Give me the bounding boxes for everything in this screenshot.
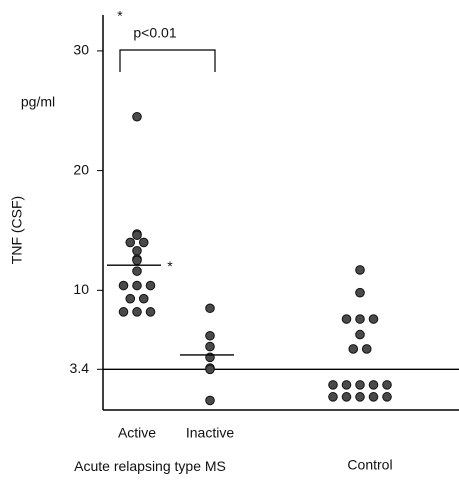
data-point — [205, 303, 215, 314]
x-tick-label: Inactive — [186, 425, 234, 441]
data-point — [205, 341, 215, 352]
data-point — [132, 246, 142, 256]
data-point — [132, 280, 142, 291]
data-point — [132, 111, 142, 122]
y-tick-label: 3.4 — [70, 360, 90, 376]
data-point — [348, 344, 359, 354]
data-point — [355, 287, 365, 298]
data-point — [138, 293, 149, 304]
data-point — [118, 307, 129, 317]
bracket — [119, 49, 216, 72]
data-point — [355, 392, 365, 402]
data-point — [368, 314, 379, 324]
data-point — [132, 230, 142, 241]
data-point — [205, 330, 215, 341]
data-point — [368, 392, 379, 402]
data-point — [341, 314, 352, 324]
group-caption: Acute relapsing type MS — [74, 458, 226, 474]
p-value: p<0.01 — [133, 25, 176, 41]
y-tick-label: 30 — [73, 42, 89, 58]
data-point — [355, 265, 365, 275]
data-point — [205, 395, 215, 406]
data-point — [382, 392, 392, 402]
data-point — [368, 380, 379, 390]
data-point — [341, 392, 352, 402]
data-point — [328, 392, 338, 402]
x-tick-label: Control — [347, 457, 392, 473]
y-tick-label: 10 — [73, 281, 89, 297]
data-point — [125, 237, 136, 248]
data-point — [355, 329, 365, 340]
y-unit: pg/ml — [21, 94, 55, 110]
y-axis-label: TNF (CSF) — [9, 196, 25, 264]
data-point — [125, 293, 136, 304]
data-point — [132, 266, 142, 276]
data-point — [355, 314, 365, 324]
significance-marker: * — [117, 8, 123, 24]
x-tick-label: Active — [118, 425, 156, 441]
data-point — [341, 380, 352, 390]
data-point — [382, 380, 392, 390]
data-point — [138, 237, 149, 248]
data-point — [145, 307, 156, 317]
y-tick-label: 20 — [73, 161, 89, 177]
data-point — [361, 344, 372, 354]
data-point — [355, 380, 365, 390]
mean-marker: * — [167, 258, 173, 274]
data-point — [328, 380, 338, 390]
data-point — [205, 364, 215, 375]
data-point — [132, 255, 142, 266]
data-point — [118, 280, 129, 291]
data-point — [132, 307, 142, 317]
data-point — [145, 280, 156, 291]
